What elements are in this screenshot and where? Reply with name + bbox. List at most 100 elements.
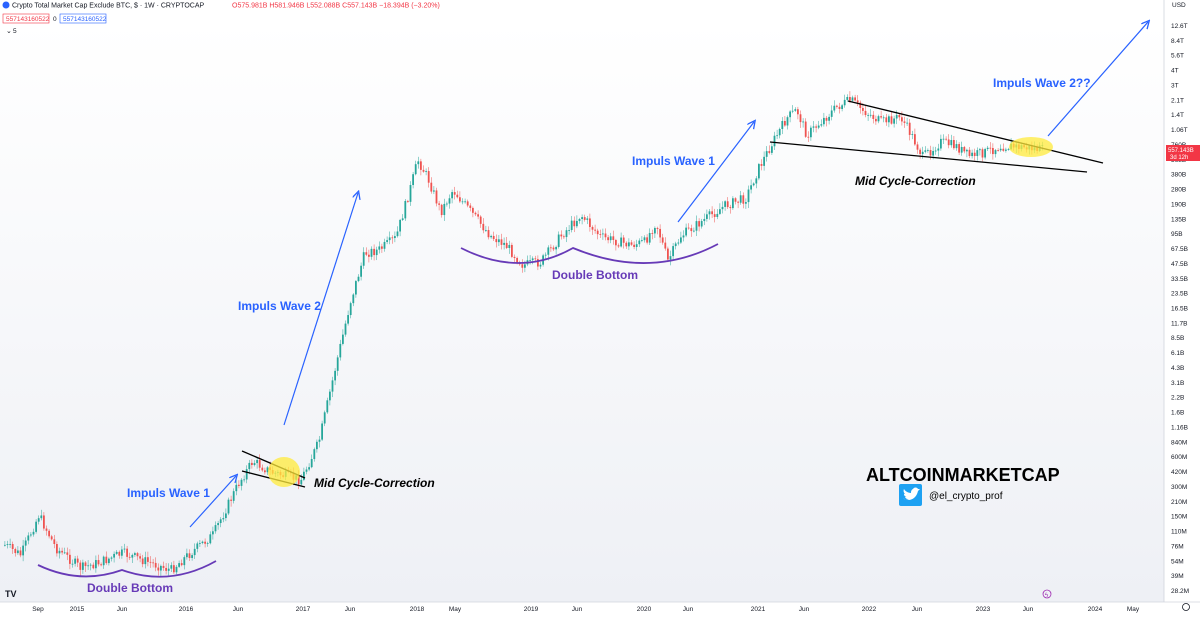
y-tick-label: 2.1T [1171, 97, 1184, 104]
candle-body [464, 201, 466, 203]
label-impuls-wave-1-left: Impuls Wave 1 [127, 486, 210, 500]
candle-body [973, 152, 976, 157]
candle-body [979, 149, 981, 151]
currency-label: USD [1172, 2, 1186, 9]
candle-body [336, 357, 339, 371]
y-tick-label: 3.1B [1171, 380, 1184, 387]
candle-body [919, 149, 921, 155]
candle-body [932, 150, 934, 156]
x-tick-label: Jun [572, 606, 583, 613]
label-impuls-wave-1-mid: Impuls Wave 1 [632, 154, 715, 168]
candle-body [503, 242, 505, 245]
svg-text:TV: TV [5, 589, 17, 599]
label-double-bottom-left: Double Bottom [87, 581, 173, 595]
tradingview-logo-icon: TV [5, 589, 17, 599]
price-axis[interactable]: USD 12.6T8.4T5.6T4T3T2.1T1.4T1.06T760B56… [1163, 0, 1200, 602]
candle-body [357, 276, 360, 282]
candle-body [235, 484, 238, 492]
x-tick-label: Jun [117, 606, 128, 613]
x-tick-label: Jun [799, 606, 810, 613]
candle-body [667, 248, 669, 260]
double-bottom-curve-left [37, 560, 217, 578]
candle-body [24, 540, 27, 546]
candle-body [121, 549, 123, 556]
candle-body [1005, 149, 1007, 151]
candle-body [321, 423, 323, 440]
candle-body [409, 185, 412, 202]
candle-body [386, 240, 388, 242]
candle-body [716, 213, 719, 217]
price-box-2[interactable]: 557143160522 [59, 13, 107, 24]
candle-body [396, 231, 399, 237]
candle-body [131, 554, 134, 558]
x-tick-label: 2024 [1088, 606, 1103, 613]
candle-body [778, 128, 781, 136]
lightning-icon[interactable]: ϟ [1042, 589, 1052, 599]
x-tick-label: Sep [32, 606, 44, 613]
candle-body [76, 558, 79, 563]
candle-body [438, 203, 440, 205]
candle-body [622, 237, 625, 243]
candle-body [680, 237, 682, 243]
candle-body [201, 541, 204, 544]
candle-body [555, 246, 557, 250]
y-tick-label: 33.5B [1171, 276, 1188, 283]
candle-body [258, 459, 261, 468]
candle-body [456, 194, 459, 198]
candle-body [308, 467, 310, 470]
y-tick-label: 1.06T [1171, 127, 1188, 134]
y-tick-label: 600M [1171, 454, 1187, 461]
candle-body [430, 182, 433, 192]
y-tick-label: 54M [1171, 558, 1184, 565]
candle-body [196, 543, 199, 549]
candle-body [963, 146, 966, 152]
candle-body [726, 201, 729, 208]
candle-body [50, 536, 53, 540]
candle-body [986, 147, 989, 150]
candle-body [851, 97, 854, 101]
candle-body [999, 148, 1002, 151]
candle-body [981, 149, 984, 158]
candle-body [958, 144, 960, 153]
time-axis[interactable]: Sep 2015 Jun 2016 Jun 2017 Jun 2018 May 2019 Jun 20… [0, 601, 1200, 613]
candle-body [742, 195, 745, 204]
candle-body [110, 557, 113, 559]
candle-body [659, 228, 661, 238]
candle-body [846, 96, 849, 100]
price-box-1[interactable]: 557143160522 [2, 13, 50, 24]
settings-button[interactable] [1182, 603, 1190, 611]
candle-body [516, 257, 518, 263]
candle-body [303, 471, 305, 480]
candle-body [713, 214, 716, 217]
candle-body [490, 235, 492, 238]
candle-body [238, 484, 240, 486]
chevron-down-icon: ⌄ [6, 28, 12, 35]
candle-body [602, 233, 604, 235]
candle-body [339, 343, 342, 358]
trend-line-lower-right [769, 141, 1088, 173]
candle-body [934, 150, 937, 152]
candles [4, 91, 1044, 577]
y-tick-label: 210M [1171, 499, 1187, 506]
candle-body [95, 560, 97, 569]
candle-body [698, 221, 700, 227]
candle-body [804, 121, 807, 137]
candle-body [511, 244, 513, 257]
ohlc-readout: O575.981B H581.946B L552.088B C557.143B … [232, 3, 440, 10]
candle-body [102, 556, 105, 566]
candle-body [914, 134, 916, 145]
y-tick-label: 110M [1171, 529, 1187, 536]
candle-body [596, 230, 599, 235]
candle-body [664, 242, 667, 249]
candle-body [466, 201, 469, 206]
candle-body [58, 550, 61, 554]
candle-body [763, 156, 765, 166]
indicator-toggle[interactable]: ⌄ 5 [6, 28, 17, 35]
price-box-separator: 0 [53, 16, 57, 23]
candle-body [721, 206, 724, 210]
candle-body [261, 467, 264, 471]
indicator-count: 5 [13, 28, 17, 35]
candle-body [178, 563, 180, 567]
x-tick-label: Jun [912, 606, 923, 613]
